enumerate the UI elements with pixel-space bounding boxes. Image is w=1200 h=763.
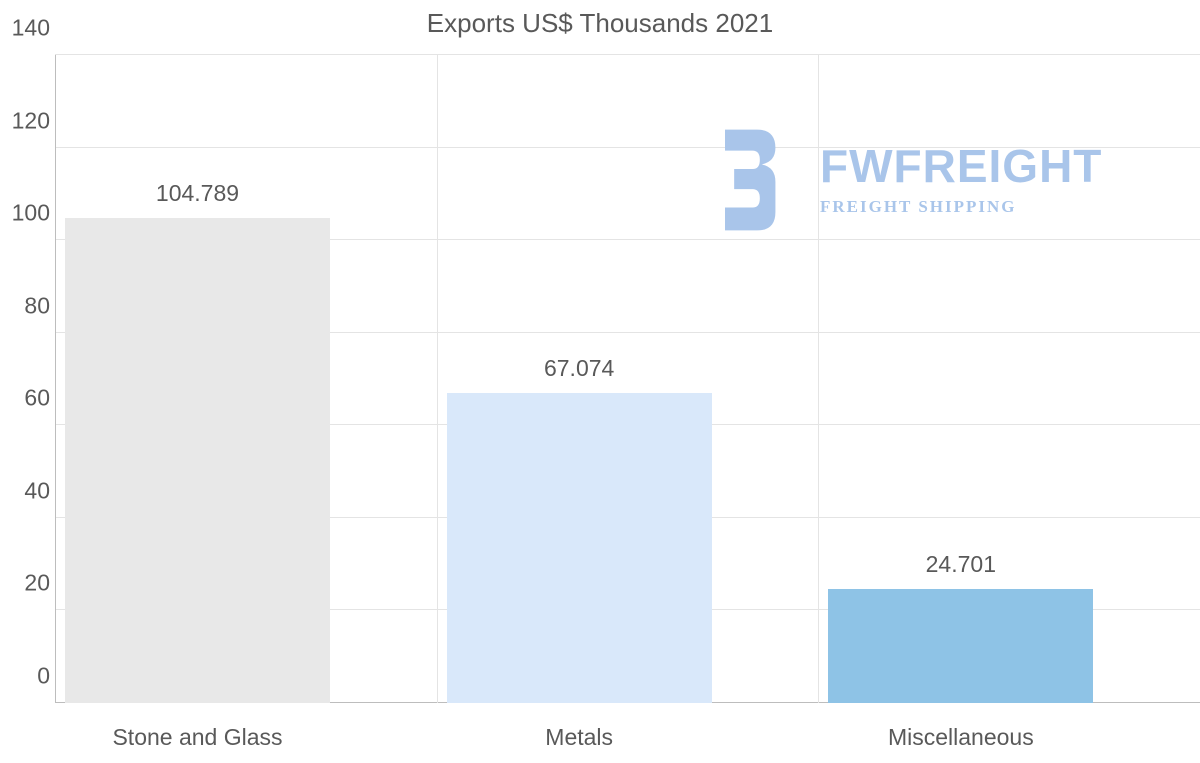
logo-sub-text: FREIGHT SHIPPING: [820, 197, 1102, 217]
y-tick-120: 120: [5, 107, 50, 134]
y-tick-80: 80: [5, 292, 50, 319]
logo-text-block: FWFREIGHT FREIGHT SHIPPING: [820, 143, 1102, 217]
fwfreight-logo-icon: [705, 125, 800, 235]
y-tick-20: 20: [5, 570, 50, 597]
category-label-1: Metals: [447, 724, 712, 751]
y-tick-60: 60: [5, 385, 50, 412]
category-label-2: Miscellaneous: [828, 724, 1093, 751]
chart-title: Exports US$ Thousands 2021: [0, 8, 1200, 39]
category-label-0: Stone and Glass: [65, 724, 330, 751]
y-tick-140: 140: [5, 15, 50, 42]
watermark-logo: FWFREIGHT FREIGHT SHIPPING: [705, 115, 1200, 245]
y-tick-40: 40: [5, 477, 50, 504]
bar-group-2: 24.701 Miscellaneous: [818, 589, 1103, 703]
bar-value-0: 104.789: [65, 180, 330, 207]
bar-metals[interactable]: 67.074 Metals: [447, 393, 712, 704]
logo-main-text: FWFREIGHT: [820, 143, 1102, 189]
bar-group-0: 104.789 Stone and Glass: [55, 218, 340, 703]
bar-value-2: 24.701: [828, 551, 1093, 578]
bar-value-1: 67.074: [447, 355, 712, 382]
y-tick-0: 0: [5, 663, 50, 690]
gridline-140: [55, 54, 1200, 55]
bar-miscellaneous[interactable]: 24.701 Miscellaneous: [828, 589, 1093, 703]
bar-stone-and-glass[interactable]: 104.789 Stone and Glass: [65, 218, 330, 703]
bar-chart-container: Exports US$ Thousands 2021 0 20 40 60 80…: [0, 0, 1200, 763]
y-tick-100: 100: [5, 200, 50, 227]
plot-area: 0 20 40 60 80 100 120 140 104.789 Stone …: [55, 55, 1200, 703]
bar-group-1: 67.074 Metals: [437, 393, 722, 704]
